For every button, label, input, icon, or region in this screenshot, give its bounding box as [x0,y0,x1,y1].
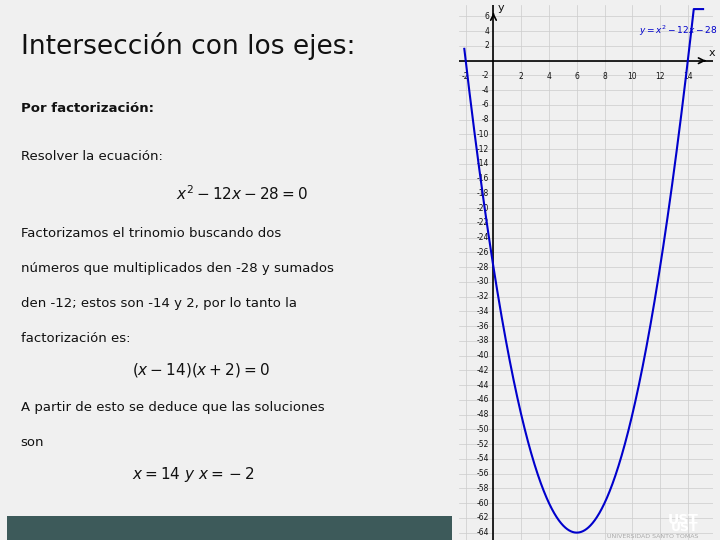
Text: -22: -22 [477,218,490,227]
Text: 2: 2 [485,42,490,50]
Bar [7,516,451,540]
Text: x: x [708,49,715,58]
Text: -44: -44 [477,381,490,390]
Text: -40: -40 [477,351,490,360]
Text: $x^2 - 12x - 28 = 0$: $x^2 - 12x - 28 = 0$ [176,185,308,203]
Text: -62: -62 [477,514,490,522]
Text: Resolver la ecuación:: Resolver la ecuación: [21,150,163,163]
Text: -30: -30 [477,278,490,286]
Text: -14: -14 [477,159,490,168]
Text: A partir de esto se deduce que las soluciones: A partir de esto se deduce que las soluc… [21,401,324,414]
Text: -10: -10 [477,130,490,139]
Text: -8: -8 [482,115,490,124]
Text: -58: -58 [477,484,490,493]
Text: 4: 4 [485,26,490,36]
Text: -48: -48 [477,410,490,419]
Text: -6: -6 [482,100,490,110]
Text: 6: 6 [485,12,490,21]
Text: UST: UST [671,521,698,535]
Text: 8: 8 [602,72,607,81]
Text: -52: -52 [477,440,490,449]
Text: 4: 4 [546,72,552,81]
Text: -28: -28 [477,262,490,272]
Text: UNIVERSIDAD SANTO TOMAS: UNIVERSIDAD SANTO TOMAS [607,534,698,539]
Text: 12: 12 [655,72,665,81]
Text: -56: -56 [477,469,490,478]
Text: -2: -2 [482,71,490,80]
Text: UST: UST [667,512,698,526]
Text: -18: -18 [477,189,490,198]
Text: -60: -60 [477,498,490,508]
Text: -4: -4 [482,86,490,94]
Text: -38: -38 [477,336,490,346]
Text: -50: -50 [477,425,490,434]
Text: 10: 10 [627,72,637,81]
Text: -24: -24 [477,233,490,242]
Text: Factorizamos el trinomio buscando dos: Factorizamos el trinomio buscando dos [21,227,281,240]
Text: -12: -12 [477,145,490,154]
Text: -20: -20 [477,204,490,213]
Text: 2: 2 [519,72,523,81]
Text: y: y [498,3,504,13]
Text: -54: -54 [477,454,490,463]
Text: -42: -42 [477,366,490,375]
Text: $y = x^2-12x-28$: $y = x^2-12x-28$ [639,24,718,38]
Text: factorización es:: factorización es: [21,332,130,345]
Text: den -12; estos son -14 y 2, por lo tanto la: den -12; estos son -14 y 2, por lo tanto… [21,297,297,310]
Text: 6: 6 [575,72,579,81]
Text: -36: -36 [477,322,490,330]
Text: -26: -26 [477,248,490,257]
Text: Por factorización:: Por factorización: [21,102,153,114]
Text: -46: -46 [477,395,490,404]
Text: números que multiplicados den -28 y sumados: números que multiplicados den -28 y suma… [21,262,333,275]
Text: -34: -34 [477,307,490,316]
Text: -16: -16 [477,174,490,183]
Text: Intersección con los ejes:: Intersección con los ejes: [21,32,355,60]
Text: 14: 14 [683,72,693,81]
Text: -2: -2 [462,72,469,81]
Text: -64: -64 [477,528,490,537]
Text: $(x - 14)(x + 2) = 0$: $(x - 14)(x + 2) = 0$ [132,361,269,379]
Text: -32: -32 [477,292,490,301]
Text: $x = 14$ $y$ $x = -2$: $x = 14$ $y$ $x = -2$ [132,465,255,484]
Text: son: son [21,436,44,449]
